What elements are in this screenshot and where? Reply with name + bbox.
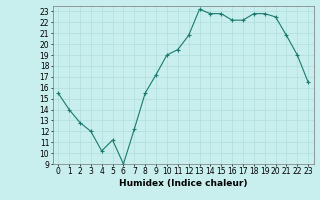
X-axis label: Humidex (Indice chaleur): Humidex (Indice chaleur) (119, 179, 247, 188)
